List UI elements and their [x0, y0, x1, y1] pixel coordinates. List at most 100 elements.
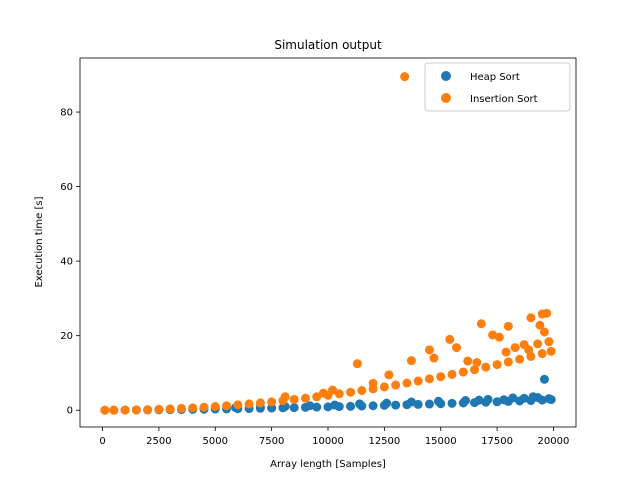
point-heap-sort: [382, 398, 392, 408]
point-heap-sort: [528, 392, 538, 402]
point-insertion-sort: [334, 389, 344, 399]
x-tick-label: 7500: [259, 436, 284, 447]
x-tick-label: 5000: [203, 436, 228, 447]
point-insertion-sort: [445, 334, 455, 344]
point-heap-sort: [355, 399, 365, 409]
point-insertion-sort: [402, 378, 412, 388]
point-heap-sort: [519, 393, 529, 403]
point-insertion-sort: [510, 343, 520, 353]
point-insertion-sort: [244, 399, 254, 409]
point-insertion-sort: [143, 405, 153, 415]
point-heap-sort: [474, 395, 484, 405]
point-insertion-sort: [300, 393, 310, 403]
point-insertion-sort: [165, 404, 175, 414]
point-insertion-sort: [210, 402, 220, 411]
point-insertion-sort: [539, 327, 549, 337]
point-insertion-sort: [100, 405, 110, 415]
point-insertion-sort: [492, 360, 502, 370]
point-heap-sort: [508, 393, 518, 403]
point-insertion-sort: [535, 320, 545, 330]
point-heap-sort: [499, 395, 509, 405]
point-insertion-sort: [379, 382, 389, 392]
point-insertion-sort: [391, 380, 401, 390]
point-heap-sort: [461, 396, 471, 406]
point-insertion-sort: [470, 365, 480, 375]
point-insertion-sort: [346, 387, 356, 397]
x-tick-label: 0: [99, 436, 105, 447]
x-axis-ticks: 0 2500 5000 7500 10000 12500 15000 17500 20000: [99, 427, 569, 447]
point-insertion-sort: [463, 356, 473, 366]
point-insertion-sort: [357, 386, 367, 396]
point-insertion-sort: [424, 374, 434, 384]
x-tick-label: 2500: [146, 436, 171, 447]
x-axis-label: Array length [Samples]: [270, 459, 386, 470]
legend: Heap Sort Insertion Sort: [424, 62, 571, 112]
point-insertion-sort: [546, 346, 556, 356]
point-insertion-sort: [503, 321, 513, 331]
x-tick-label: 17500: [481, 436, 513, 447]
point-insertion-sort: [458, 367, 468, 377]
point-insertion-sort: [413, 376, 423, 386]
point-insertion-sort: [400, 72, 410, 82]
point-insertion-sort: [501, 347, 511, 357]
point-insertion-sort: [429, 353, 439, 363]
point-insertion-sort: [481, 362, 491, 372]
legend-marker-heap-sort: [441, 71, 451, 81]
point-insertion-sort: [533, 339, 543, 349]
point-insertion-sort: [199, 402, 209, 412]
chart-title: Simulation output: [274, 38, 382, 52]
point-insertion-sort: [476, 319, 486, 329]
point-heap-sort: [368, 401, 378, 411]
point-insertion-sort: [452, 343, 462, 353]
point-insertion-sort: [188, 403, 198, 413]
point-insertion-sort: [544, 337, 554, 347]
point-heap-sort: [413, 399, 423, 409]
point-insertion-sort: [318, 388, 328, 398]
point-insertion-sort: [515, 354, 525, 364]
point-heap-sort: [539, 374, 549, 384]
y-axis-label: Execution time [s]: [34, 196, 45, 287]
legend-label-insertion-sort: Insertion Sort: [470, 94, 538, 105]
x-tick-label: 12500: [368, 436, 400, 447]
point-heap-sort: [330, 400, 340, 410]
point-insertion-sort: [526, 313, 536, 323]
point-insertion-sort: [109, 405, 119, 415]
legend-label-heap-sort: Heap Sort: [470, 72, 520, 83]
y-tick-label: 20: [60, 331, 73, 342]
point-heap-sort: [305, 401, 315, 411]
point-heap-sort: [391, 400, 401, 410]
point-insertion-sort: [406, 356, 416, 366]
y-axis-ticks: 0 20 40 60 80: [60, 108, 80, 417]
point-heap-sort: [424, 399, 434, 409]
point-heap-sort: [323, 402, 333, 412]
point-heap-sort: [406, 397, 416, 407]
point-insertion-sort: [289, 394, 299, 404]
point-insertion-sort: [131, 405, 141, 415]
point-insertion-sort: [524, 345, 534, 355]
point-insertion-sort: [176, 403, 186, 413]
point-insertion-sort: [488, 330, 498, 340]
point-insertion-sort: [352, 359, 362, 369]
point-insertion-sort: [267, 397, 277, 407]
point-insertion-sort: [154, 404, 164, 414]
point-insertion-sort: [503, 357, 513, 367]
plot-area: [100, 72, 556, 415]
x-tick-label: 15000: [425, 436, 457, 447]
point-insertion-sort: [120, 405, 130, 415]
point-insertion-sort: [424, 345, 434, 355]
point-heap-sort: [289, 403, 299, 413]
point-insertion-sort: [494, 332, 504, 342]
series-insertion-sort: [100, 72, 556, 415]
point-insertion-sort: [537, 349, 547, 359]
point-heap-sort: [346, 401, 356, 411]
point-heap-sort: [492, 397, 502, 407]
point-insertion-sort: [328, 385, 338, 395]
point-insertion-sort: [472, 358, 482, 368]
legend-marker-insertion-sort: [441, 93, 451, 103]
point-insertion-sort: [537, 309, 547, 319]
point-insertion-sort: [368, 378, 378, 388]
y-tick-label: 60: [60, 182, 73, 193]
x-tick-label: 20000: [538, 436, 570, 447]
y-tick-label: 0: [67, 406, 73, 417]
